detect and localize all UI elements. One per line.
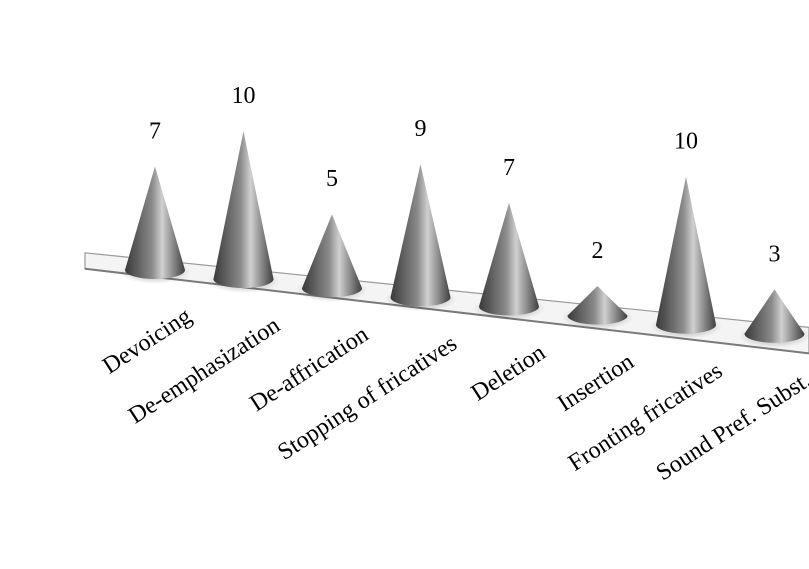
cone-body [213,131,274,289]
data-label: 7 [149,118,161,144]
cone-mark [650,176,722,339]
data-label: 7 [503,155,515,181]
category-label: Stopping of fricatives [273,331,462,466]
cone-mark [738,289,809,348]
data-label: 9 [415,116,427,142]
cone-body [479,202,539,316]
data-label: 5 [326,166,338,192]
category-label: Deletion [467,340,550,407]
data-labels: 7 10 5 9 7 2 10 3 [149,83,781,267]
cone-body [567,285,628,325]
cone-body [656,176,716,334]
data-label: 2 [592,238,604,264]
data-label: 10 [232,83,256,109]
cone-mark [473,202,545,321]
cone-mark [119,166,191,284]
cone-mark [384,164,457,312]
cone-mark [296,214,368,303]
data-label: 3 [769,241,781,267]
cone-series [119,131,809,348]
cone-body [302,214,362,298]
category-label: Insertion [553,349,639,417]
cone-body [390,164,451,307]
cone-mark [561,285,634,330]
floor-edge [84,267,809,355]
category-label: Devoicing [98,303,196,379]
cone-body [744,289,805,343]
data-label: 10 [674,129,698,155]
cone-mark [207,131,280,294]
cone-body [125,166,185,279]
